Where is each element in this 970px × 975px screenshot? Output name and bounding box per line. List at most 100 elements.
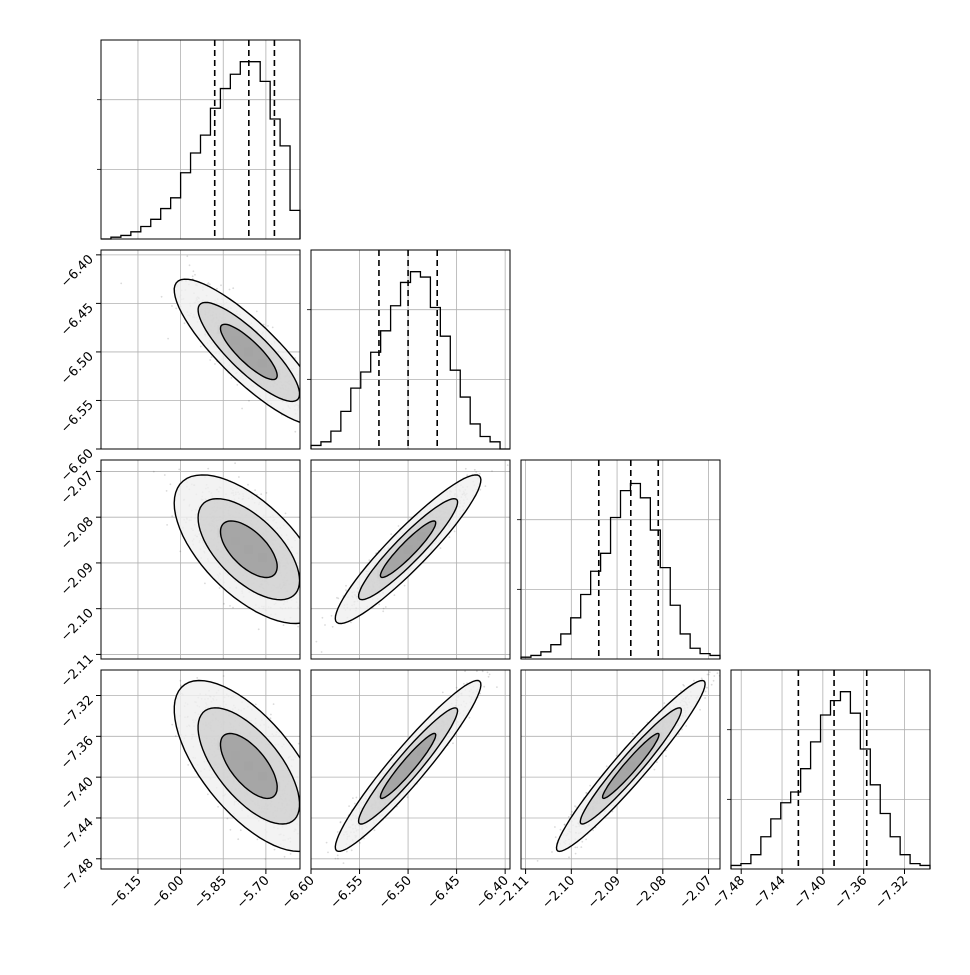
- sample-point: [324, 568, 326, 570]
- scatter-panel-2-0: [101, 460, 337, 659]
- sample-point: [301, 396, 303, 398]
- sample-point: [317, 431, 319, 433]
- sample-point: [229, 289, 231, 291]
- sample-point: [265, 858, 267, 860]
- sample-point: [208, 282, 210, 284]
- sample-point: [331, 615, 333, 617]
- sample-point: [321, 651, 323, 653]
- sample-point: [454, 531, 456, 533]
- sample-point: [297, 626, 299, 628]
- sample-point: [304, 793, 306, 795]
- sample-point: [315, 847, 317, 849]
- sample-point: [464, 670, 466, 672]
- sample-point: [304, 590, 306, 592]
- sample-point: [304, 803, 306, 805]
- sample-point: [315, 740, 317, 742]
- sample-point: [301, 412, 303, 414]
- sample-point: [306, 371, 308, 373]
- hist-step-3: [731, 692, 930, 869]
- sample-point: [364, 441, 366, 443]
- sample-point: [313, 429, 315, 431]
- sample-point: [308, 595, 310, 597]
- sample-point: [307, 574, 309, 576]
- sample-point: [322, 788, 324, 790]
- sample-point: [343, 862, 345, 864]
- sample-point: [307, 572, 309, 574]
- sample-point: [302, 545, 304, 547]
- sample-point: [169, 655, 171, 657]
- sample-point: [328, 793, 330, 795]
- sample-point: [234, 462, 236, 464]
- sample-point: [305, 776, 307, 778]
- sample-point: [317, 607, 319, 609]
- sample-point: [248, 400, 250, 402]
- sample-point: [314, 574, 316, 576]
- sample-point: [482, 671, 484, 673]
- sample-point: [319, 814, 321, 816]
- sample-point: [442, 692, 444, 694]
- panel-content: [101, 460, 337, 659]
- sample-point: [304, 393, 306, 395]
- sample-point: [307, 400, 309, 402]
- sample-point: [270, 714, 272, 716]
- sample-point: [290, 853, 292, 855]
- sample-point: [345, 585, 347, 587]
- sample-point: [378, 604, 380, 606]
- sample-point: [327, 852, 329, 854]
- sample-point: [214, 363, 216, 365]
- sample-point: [307, 838, 309, 840]
- sample-point: [247, 484, 249, 486]
- sample-point: [301, 833, 303, 835]
- sample-point: [230, 829, 232, 831]
- sample-point: [334, 821, 336, 823]
- sample-point: [266, 492, 268, 494]
- sample-point: [170, 483, 172, 485]
- sample-point: [304, 794, 306, 796]
- sample-point: [303, 378, 305, 380]
- sample-point: [463, 683, 465, 685]
- sample-point: [303, 809, 305, 811]
- sample-point: [171, 515, 173, 517]
- sample-point: [307, 389, 309, 391]
- sample-point: [385, 606, 387, 608]
- sample-point: [301, 548, 303, 550]
- sample-point: [308, 409, 310, 411]
- sample-point: [315, 420, 317, 422]
- sample-point: [304, 813, 306, 815]
- sample-point: [301, 402, 303, 404]
- sample-point: [180, 680, 182, 682]
- sample-point: [315, 828, 317, 830]
- sample-point: [479, 473, 481, 475]
- sample-point: [300, 816, 302, 818]
- sample-point: [345, 589, 347, 591]
- sample-point: [302, 577, 304, 579]
- sample-point: [456, 687, 458, 689]
- sample-point: [302, 560, 304, 562]
- sample-point: [326, 626, 328, 628]
- sample-point: [217, 806, 219, 808]
- sample-point: [260, 493, 262, 495]
- sample-point: [294, 431, 296, 433]
- sample-point: [164, 474, 166, 476]
- sample-point: [331, 630, 333, 632]
- sample-point: [301, 406, 303, 408]
- sample-point: [236, 384, 238, 386]
- sample-point: [329, 420, 331, 422]
- sample-point: [166, 490, 168, 492]
- sample-point: [485, 485, 487, 487]
- sample-point: [153, 663, 155, 665]
- sample-point: [314, 396, 316, 398]
- sample-point: [312, 420, 314, 422]
- sample-point: [161, 296, 163, 298]
- sample-point: [325, 416, 327, 418]
- sample-point: [223, 603, 225, 605]
- sample-point: [337, 831, 339, 833]
- sample-point: [223, 675, 225, 677]
- sample-point: [283, 624, 285, 626]
- sample-point: [489, 674, 491, 676]
- sample-point: [216, 288, 218, 290]
- sample-point: [257, 839, 259, 841]
- sample-point: [179, 551, 181, 553]
- sample-point: [263, 324, 265, 326]
